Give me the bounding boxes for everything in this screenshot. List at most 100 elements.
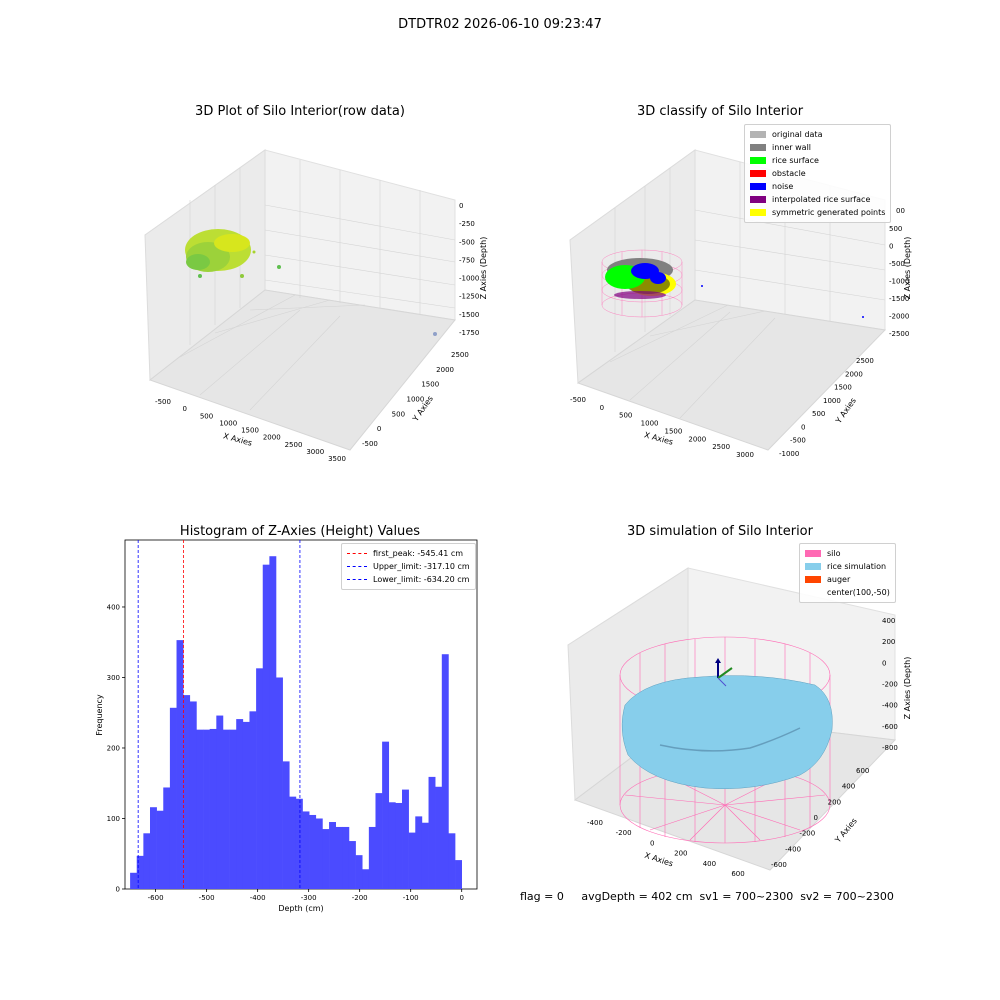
histogram-x-tick: -600: [148, 894, 164, 902]
panel1-x-tick: 1000: [219, 419, 237, 427]
panel4-x-tick: 200: [674, 850, 687, 858]
panel2-zlabel: Z Axies (Depth): [903, 237, 912, 300]
panel1-x-tick: 3000: [306, 448, 324, 456]
histogram-y-tick: 300: [107, 674, 120, 682]
histogram-bar: [236, 719, 244, 889]
panel2-classified-points: [605, 258, 864, 318]
panel4-title: 3D simulation of Silo Interior: [627, 524, 813, 539]
panel1-x-tick: 3500: [328, 455, 346, 463]
panel2-z-tick: -2500: [889, 330, 909, 338]
legend-entry: noise: [750, 180, 885, 193]
histogram-bar: [149, 807, 157, 889]
legend-label: Lower_limit: -634.20 cm: [373, 575, 470, 584]
panel2-y-tick: 0: [801, 423, 805, 431]
legend-swatch: [347, 553, 367, 554]
histogram-bar: [130, 872, 138, 889]
histogram-bar: [295, 798, 303, 889]
panel4-y-tick: 600: [856, 767, 869, 775]
histogram-bar: [269, 556, 277, 889]
panel4-y-tick: 200: [828, 798, 841, 806]
panel2-z-tick-partial: 00: [896, 207, 905, 215]
histogram-bar: [402, 789, 409, 889]
histogram-bar: [395, 802, 403, 889]
legend-swatch: [750, 196, 766, 203]
panel1-y-tick: 1000: [407, 396, 425, 404]
panel4-xlabel: X Axies: [643, 851, 674, 869]
legend-entry: rice simulation: [805, 560, 890, 573]
histogram-y-tick: 0: [116, 886, 120, 894]
histogram-bar: [163, 787, 171, 889]
histogram-ylabel: Frequency: [95, 694, 104, 736]
panel1-y-tick: 2500: [451, 351, 469, 359]
panel4-rice-surface: [621, 675, 833, 790]
panel2-z-tick: -500: [889, 260, 905, 268]
panel1-z-tick: 0: [459, 202, 463, 210]
panel1-z-tick: -750: [459, 256, 475, 264]
panel4-z-tick: 200: [882, 638, 895, 646]
legend-entry: symmetric generated points: [750, 206, 885, 219]
legend-label: rice surface: [772, 156, 819, 165]
panel1-z-tick: -1500: [459, 311, 479, 319]
histogram-bar: [189, 701, 197, 889]
histogram-bar: [222, 729, 230, 889]
histogram-bar: [342, 826, 350, 889]
panel2-legend: original data inner wall rice surface obsta…: [744, 124, 892, 223]
histogram-y-tick: 100: [107, 815, 120, 823]
legend-swatch: [750, 183, 766, 190]
legend-entry: rice surface: [750, 154, 885, 167]
panel2-x-tick: 1500: [665, 427, 683, 435]
panel1-x-tick: -500: [155, 398, 171, 406]
histogram-bar: [315, 818, 323, 889]
panel2-x-tick: 1000: [641, 420, 659, 428]
panel4-y-tick: -200: [799, 830, 815, 838]
panel4-z-tick: -400: [882, 702, 898, 710]
legend-entry: silo: [805, 547, 890, 560]
panel4-z-tick: -800: [882, 744, 898, 752]
panel1-y-tick: 500: [392, 410, 405, 418]
histogram-bar: [282, 761, 290, 889]
panel1-y-tick: 2000: [436, 366, 454, 374]
histogram-bar: [309, 814, 317, 889]
legend-swatch: [347, 566, 367, 567]
legend-entry: original data: [750, 128, 885, 141]
panel4-y-tick: -400: [785, 845, 801, 853]
histogram-legend: first_peak: -545.41 cm Upper_limit: -317.…: [341, 543, 476, 590]
histogram-bar: [428, 776, 436, 889]
histogram-bar: [136, 855, 144, 889]
histogram-bar: [368, 826, 376, 889]
panel2-x-tick: 3000: [736, 451, 754, 459]
legend-label: first_peak: -545.41 cm: [373, 549, 464, 558]
panel4-y-tick: 400: [842, 783, 855, 791]
histogram-y-tick: 200: [107, 744, 120, 752]
panel2-y-tick: -1000: [779, 450, 799, 458]
histogram-bar: [455, 860, 462, 889]
panel2-z-tick: 500: [889, 225, 902, 233]
legend-swatch: [805, 550, 821, 557]
legend-label: noise: [772, 182, 794, 191]
histogram-x-tick: -100: [403, 894, 419, 902]
histogram-bar: [415, 816, 423, 889]
panel2-y-tick: 2500: [856, 357, 874, 365]
panel2-x-tick: 2000: [688, 435, 706, 443]
status-footer: flag = 0 avgDepth = 402 cm sv1 = 700~230…: [520, 890, 894, 903]
histogram-bar: [375, 793, 383, 889]
panel3-title: Histogram of Z-Axies (Height) Values: [179, 524, 421, 539]
panel1-z-tick: -1250: [459, 293, 479, 301]
panel1-y-tick: 1500: [421, 381, 439, 389]
histogram-x-tick: -300: [301, 894, 317, 902]
panel1-point-cloud: [185, 229, 437, 336]
legend-label: Upper_limit: -317.10 cm: [373, 562, 470, 571]
histogram-bar: [209, 728, 217, 889]
legend-entry: interpolated rice surface: [750, 193, 885, 206]
figure-title: DTDTR02 2026-06-10 09:23:47: [398, 17, 602, 32]
panel1-x-tick: 2000: [263, 434, 281, 442]
legend-entry: Lower_limit: -634.20 cm: [347, 573, 470, 586]
panel1-z-tick: -1000: [459, 275, 479, 283]
panel2-z-tick: -1500: [889, 295, 909, 303]
histogram-bar: [256, 668, 264, 889]
legend-entry: inner wall: [750, 141, 885, 154]
panel2-y-tick: 1500: [834, 384, 852, 392]
legend-entry: center(100,-50): [805, 586, 890, 599]
